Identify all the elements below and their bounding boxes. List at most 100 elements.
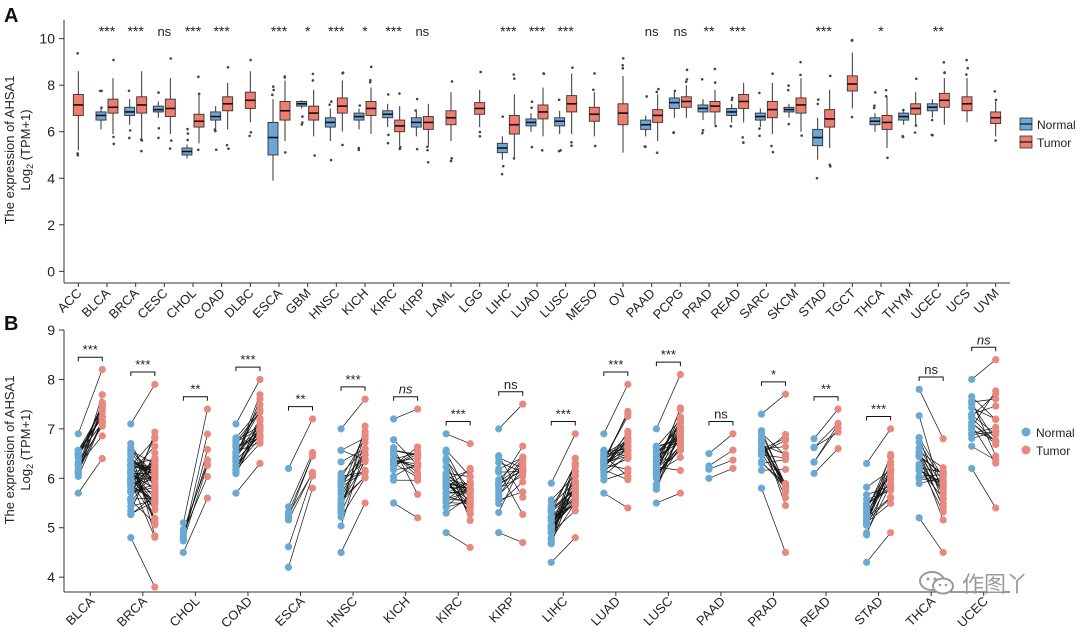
panel-b-tumor-point <box>519 400 527 408</box>
panel-b-tumor-point <box>151 518 159 526</box>
panel-b-pair-line <box>603 416 629 460</box>
panel-b-significance-label: *** <box>871 402 886 417</box>
panel-a-tumor-outlier <box>168 147 172 150</box>
panel-b-normal-point <box>547 500 555 509</box>
panel-b-pair-line <box>235 379 261 425</box>
panel-b-pair-line <box>183 433 208 538</box>
panel-a-normal-outlier <box>530 106 533 110</box>
panel-b-tumor-point <box>466 496 474 504</box>
panel-b-normal-point <box>284 510 293 518</box>
panel-a-tumor-outlier <box>657 87 660 91</box>
panel-b-pair-line <box>498 470 523 484</box>
panel-b-significance-bracket <box>918 376 944 381</box>
panel-a-tumor-outlier <box>913 131 917 134</box>
panel-b-pair-line <box>340 448 366 474</box>
panel-b-pair-line <box>603 453 629 477</box>
panel-b-x-tick-label: READ <box>797 594 833 630</box>
panel-b-normal-point <box>915 463 923 471</box>
panel-b-pair-line <box>656 428 681 470</box>
panel-a-significance-label: ns <box>673 24 687 39</box>
panel-b-pair-line <box>498 403 523 430</box>
panel-b-pair-line <box>813 428 839 463</box>
panel-b-pair-line <box>656 434 681 453</box>
panel-b-x-tick-label: BLCA <box>63 593 98 628</box>
panel-b-normal-point <box>442 471 450 479</box>
panel-b-normal-point <box>74 461 82 469</box>
panel-b-normal-point <box>547 516 555 524</box>
panel-b-pair-line <box>708 459 734 470</box>
panel-b-pair-line <box>288 418 313 469</box>
panel-a-tumor-outlier <box>197 75 200 79</box>
panel-b-tumor-point <box>887 465 895 473</box>
panel-b-tumor-point <box>887 529 895 537</box>
panel-a-tumor-outlier <box>799 73 802 77</box>
panel-a-tumor-outlier <box>993 90 997 93</box>
panel-a-normal-outlier <box>329 100 333 103</box>
panel-a-normal-outlier <box>272 88 275 92</box>
panel-a-normal-outlier <box>128 129 132 132</box>
panel-b-significance-bracket <box>340 386 366 391</box>
panel-b-pair-line <box>446 433 471 445</box>
panel-b-pair-line <box>918 469 944 484</box>
panel-b-tumor-point <box>781 548 790 557</box>
panel-a-normal-outlier <box>500 172 504 176</box>
panel-a-tumor-outlier <box>398 92 401 95</box>
panel-b-ylabel-2: Log2 (TPM+1) <box>18 409 35 490</box>
panel-b-pair-line <box>235 427 261 467</box>
panel-a-normal-outlier <box>644 145 647 149</box>
panel-b-tumor-point <box>992 415 1000 423</box>
panel-b-tumor-point <box>151 435 159 443</box>
panel-b-legend: Normal Tumor <box>1021 426 1075 458</box>
panel-b-tumor-point <box>781 450 790 458</box>
panel-b-pair-line <box>498 459 524 497</box>
panel-b-pair-line <box>551 475 576 501</box>
panel-a-tumor-outlier <box>112 135 115 139</box>
panel-b-tumor-point <box>466 464 474 473</box>
panel-a-tumor-outlier <box>799 60 802 64</box>
panel-a-tumor-outlier <box>512 73 516 76</box>
panel-a-y-tick-label: 8 <box>47 77 55 93</box>
panel-a-tumor-outlier <box>369 65 373 69</box>
panel-b-pair-line <box>866 478 891 526</box>
panel-a-x-tick-label: HNSC <box>306 286 343 323</box>
panel-b-pair-line <box>393 457 418 463</box>
panel-a-tumor-outlier <box>942 61 946 64</box>
panel-b-tumor-point <box>256 375 264 384</box>
panel-b-normal-point <box>127 456 135 464</box>
panel-a-normal-outlier <box>415 147 419 151</box>
panel-b-tumor-point <box>98 391 106 399</box>
panel-a-significance-label: *** <box>99 23 116 39</box>
panel-b-pair-line <box>235 463 261 494</box>
panel-b-pair-line <box>551 503 576 519</box>
panel-b-pair-line <box>919 477 944 484</box>
panel-b-pair-line <box>603 446 629 473</box>
panel-a-tumor-outlier <box>196 148 200 152</box>
panel-b-normal-point <box>968 412 976 420</box>
panel-a-y-tick-label: 10 <box>39 31 55 47</box>
panel-b-significance-label: ns <box>714 406 728 421</box>
panel-b-pair-line <box>130 499 156 524</box>
panel-b-significance-bracket <box>603 371 629 377</box>
panel-b-tumor-point <box>729 446 737 454</box>
panel-a-significance-label: *** <box>185 23 202 39</box>
panel-a-normal-outlier <box>501 164 505 168</box>
panel-b-tumor-point <box>939 435 947 443</box>
panel-a-normal-outlier <box>930 133 934 137</box>
panel-a-tumor-box <box>617 103 629 126</box>
panel-b-significance-label: ** <box>821 382 831 397</box>
panel-b-pair-line <box>393 451 418 467</box>
panel-b-significance-bracket <box>866 416 892 421</box>
panel-b-tumor-point <box>781 488 790 497</box>
panel-a-normal-outlier <box>186 132 190 135</box>
panel-b-pair-line <box>498 455 524 498</box>
wechat-bubbles-icon <box>919 571 954 595</box>
panel-a-x-tick-label: PRAD <box>679 286 715 322</box>
panel-b-tumor-point <box>571 430 579 438</box>
panel-b-y-tick-label: 7 <box>47 421 55 437</box>
panel-a-normal-outlier <box>758 91 761 95</box>
panel-b-pair-line <box>918 456 944 521</box>
panel-a-tumor-outlier <box>966 66 970 70</box>
panel-b-x-tick-label: HNSC <box>324 594 361 631</box>
panel-b-pair-line <box>551 500 576 529</box>
panel-a-normal-outlier <box>414 109 418 112</box>
